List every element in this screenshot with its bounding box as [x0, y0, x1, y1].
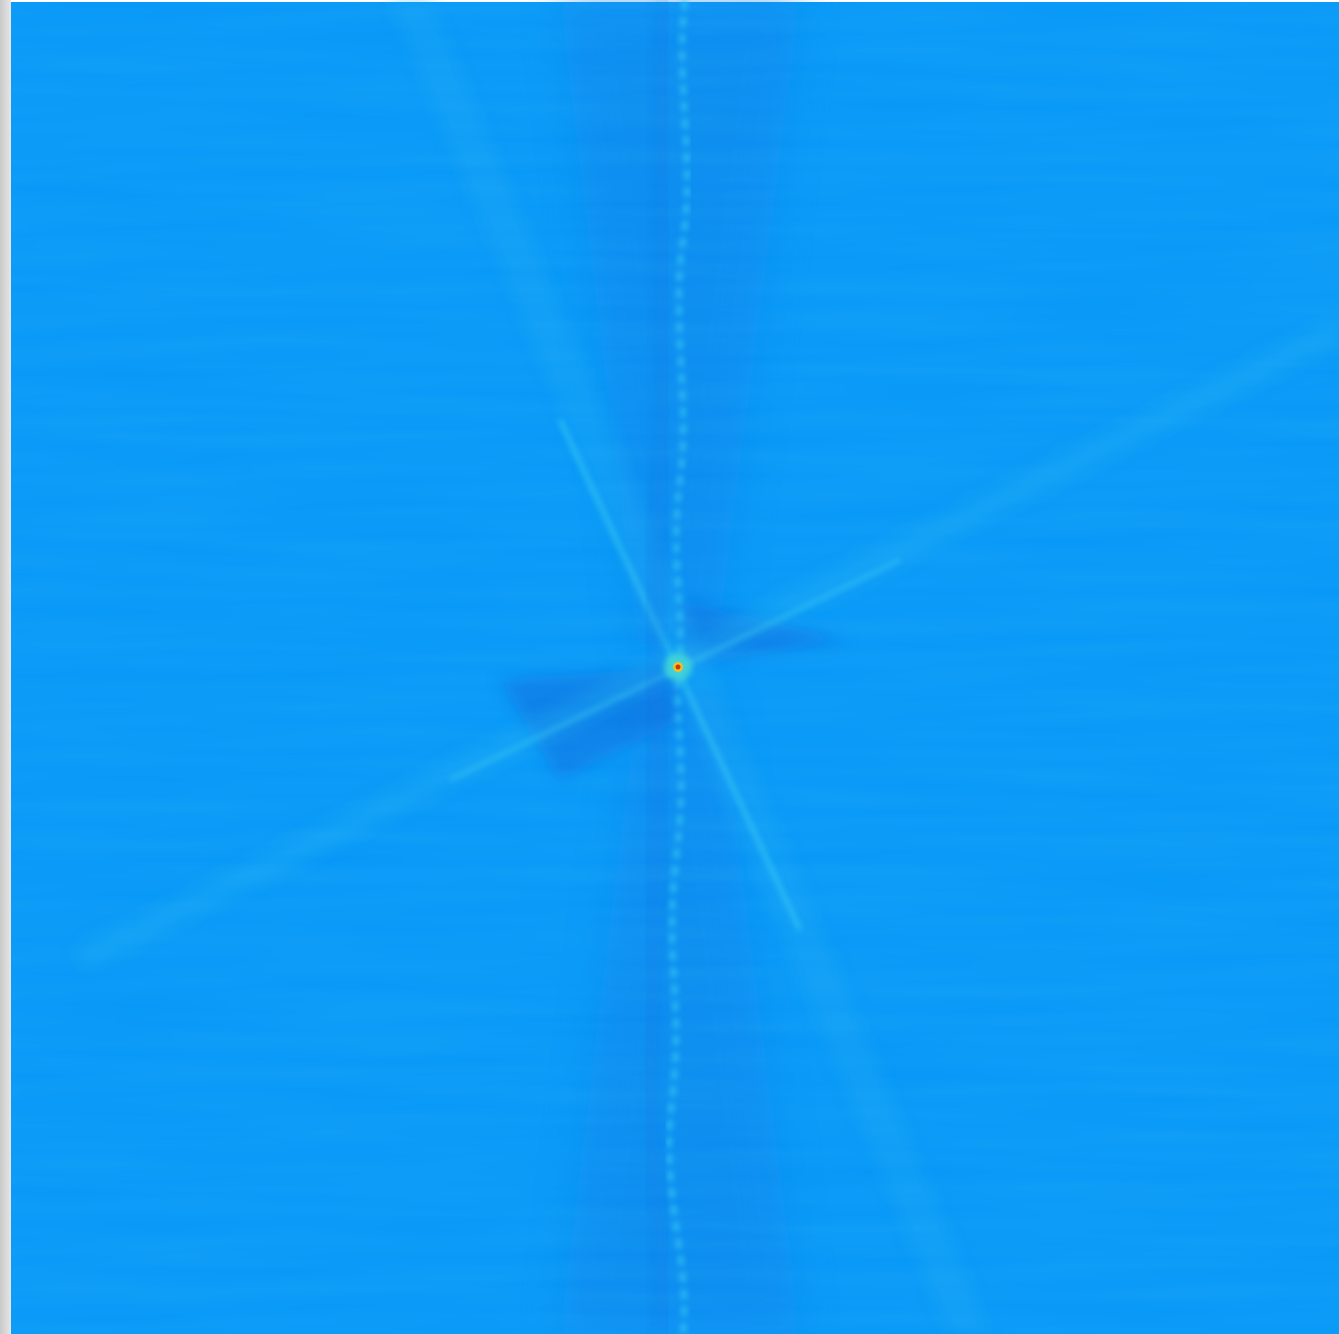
beam-image — [0, 0, 1339, 1334]
page — [0, 0, 1339, 1334]
main-lobe — [664, 653, 692, 681]
left-edge — [0, 0, 11, 1334]
center-peak — [676, 665, 681, 670]
